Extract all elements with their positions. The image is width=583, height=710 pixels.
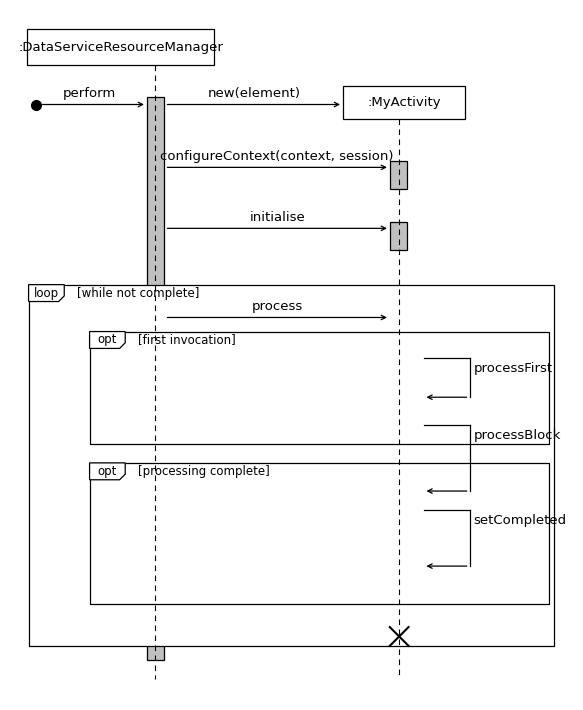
Bar xyxy=(407,425,424,491)
Text: processBlock: processBlock xyxy=(473,429,561,442)
Text: :MyActivity: :MyActivity xyxy=(367,96,441,109)
Text: [processing complete]: [processing complete] xyxy=(138,465,270,478)
Bar xyxy=(147,97,164,660)
Bar xyxy=(343,86,465,119)
Bar xyxy=(90,332,549,444)
Text: process: process xyxy=(252,300,303,313)
Bar xyxy=(90,463,549,604)
Bar xyxy=(390,222,407,250)
Polygon shape xyxy=(90,463,125,480)
Text: [first invocation]: [first invocation] xyxy=(138,334,236,346)
Polygon shape xyxy=(29,285,64,302)
Text: configureContext(context, session): configureContext(context, session) xyxy=(160,150,394,163)
Polygon shape xyxy=(90,332,125,349)
Bar xyxy=(29,285,554,646)
Text: opt: opt xyxy=(98,334,117,346)
Bar xyxy=(407,358,424,397)
Bar xyxy=(407,510,424,566)
Bar xyxy=(390,160,407,189)
Text: new(element): new(element) xyxy=(207,87,300,100)
Bar xyxy=(390,311,407,576)
Text: [while not complete]: [while not complete] xyxy=(78,287,200,300)
Text: :DataServiceResourceManager: :DataServiceResourceManager xyxy=(18,40,223,54)
Bar xyxy=(27,29,215,65)
Text: setCompleted: setCompleted xyxy=(473,513,567,527)
Text: processFirst: processFirst xyxy=(473,361,553,375)
Text: initialise: initialise xyxy=(250,211,305,224)
Text: perform: perform xyxy=(63,87,116,100)
Text: opt: opt xyxy=(98,465,117,478)
Text: loop: loop xyxy=(34,287,59,300)
